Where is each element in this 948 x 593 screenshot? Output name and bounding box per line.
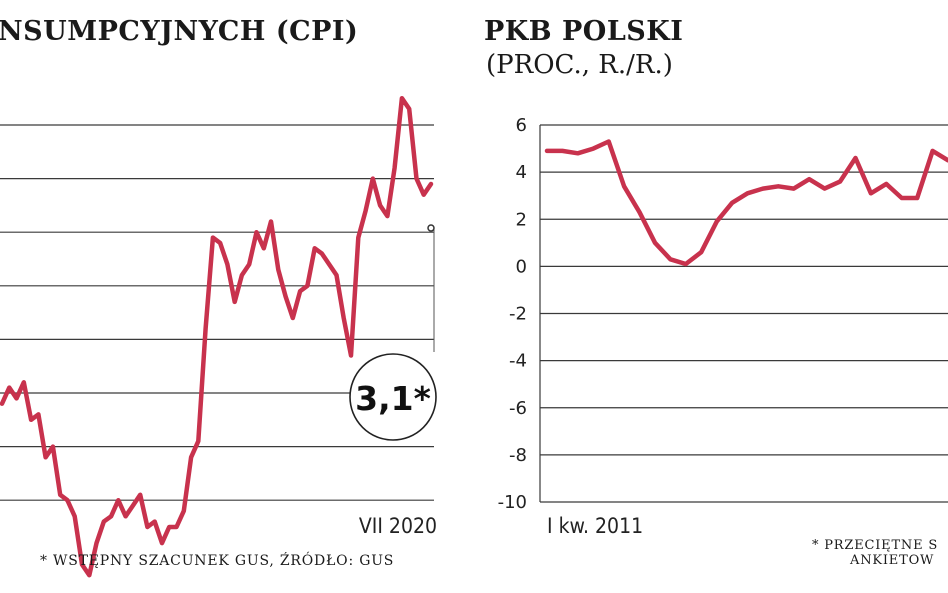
pkb-footnote-line-1: * PRZECIĘTNE S — [812, 538, 939, 553]
pkb-x-start-label: I kw. 2011 — [547, 514, 643, 538]
pkb-gridlines — [539, 124, 948, 503]
pkb-y-tick-label: -10 — [498, 492, 527, 513]
pkb-chart-title: PKB POLSKI — [484, 16, 684, 47]
cpi-series-line — [0, 95, 434, 578]
cpi-chart: 3,1* VII 2020 — [0, 95, 437, 578]
pkb-y-tick-label: -4 — [509, 351, 527, 372]
cpi-callout-value: 3,1* — [355, 379, 431, 418]
cpi-chart-title: NSUMPCYJNYCH (CPI) — [0, 16, 359, 47]
pkb-y-tick-label: -2 — [509, 304, 527, 325]
cpi-last-point-marker — [427, 224, 435, 232]
pkb-footnote-line-2: ANKIETOW — [850, 553, 935, 568]
pkb-chart: 6 4 2 0 -2 -4 -6 -8 -10 I kw. 2011 — [498, 115, 948, 538]
cpi-gridlines — [0, 124, 434, 501]
pkb-y-tick-label: 4 — [516, 162, 527, 183]
pkb-y-tick-labels: 6 4 2 0 -2 -4 -6 -8 -10 — [498, 115, 527, 513]
pkb-y-tick-label: 2 — [516, 209, 527, 230]
cpi-callout-circle — [349, 353, 437, 441]
pkb-chart-subtitle: (PROC., R./R.) — [486, 50, 673, 80]
pkb-y-tick-label: -8 — [509, 445, 527, 466]
pkb-y-tick-label: 0 — [516, 256, 527, 277]
cpi-footnote: * WSTĘPNY SZACUNEK GUS, ŹRÓDŁO: GUS — [40, 553, 395, 569]
cpi-x-end-label: VII 2020 — [359, 514, 437, 538]
pkb-y-tick-label: -6 — [509, 398, 527, 419]
pkb-y-tick-label: 6 — [516, 115, 527, 136]
pkb-series-line — [544, 139, 948, 267]
